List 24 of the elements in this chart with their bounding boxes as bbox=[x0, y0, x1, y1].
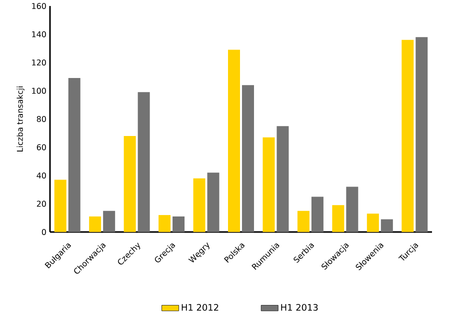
bar bbox=[207, 172, 220, 232]
legend-label: H1 2012 bbox=[182, 304, 218, 311]
bar bbox=[297, 210, 310, 232]
bar bbox=[138, 92, 150, 232]
bar bbox=[332, 205, 344, 232]
bar bbox=[124, 136, 136, 232]
bar bbox=[242, 85, 254, 232]
legend-label: H1 2013 bbox=[281, 304, 318, 311]
bar bbox=[54, 180, 66, 232]
bar bbox=[346, 186, 358, 232]
bar bbox=[172, 216, 185, 232]
bar bbox=[366, 214, 379, 232]
bar bbox=[193, 178, 206, 232]
bar bbox=[158, 215, 171, 232]
bar bbox=[103, 210, 116, 232]
bar bbox=[68, 78, 80, 232]
bar bbox=[262, 137, 275, 232]
bar bbox=[228, 50, 240, 232]
bar bbox=[402, 40, 414, 232]
bar bbox=[89, 216, 102, 232]
bar bbox=[311, 196, 324, 232]
bar bbox=[416, 37, 428, 232]
bar bbox=[380, 219, 393, 232]
bar bbox=[276, 126, 289, 232]
